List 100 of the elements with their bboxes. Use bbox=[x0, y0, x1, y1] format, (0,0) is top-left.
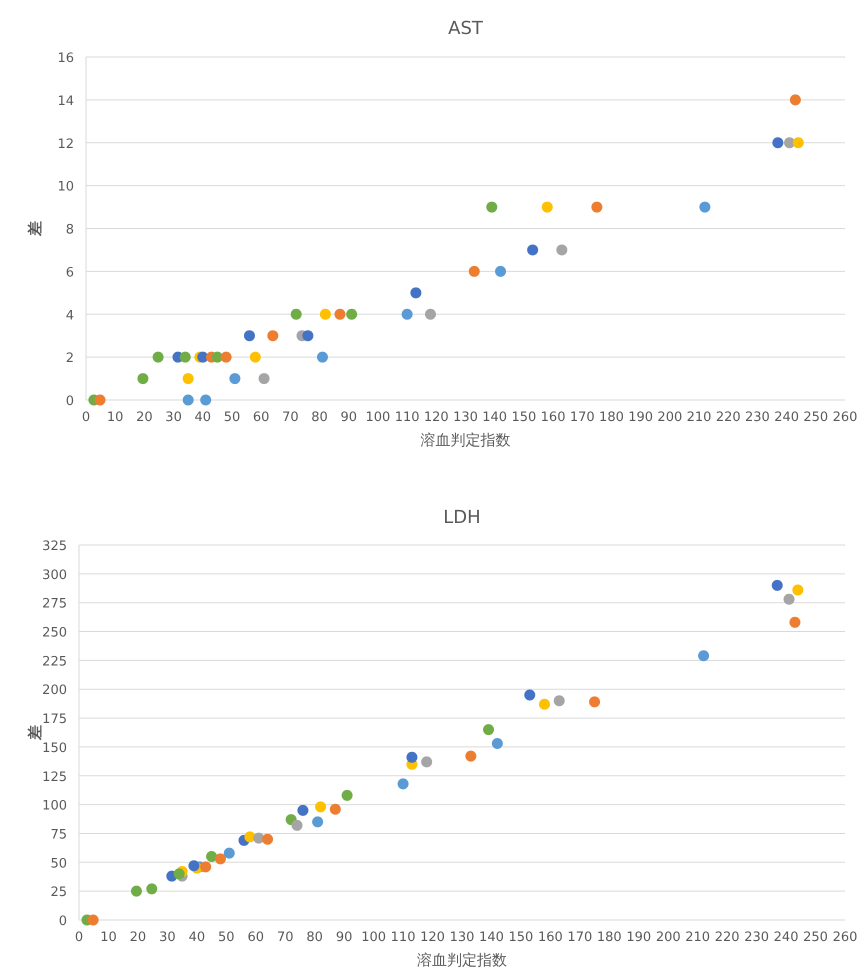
y-tick-label: 225 bbox=[42, 654, 67, 670]
x-tick-label: 230 bbox=[745, 410, 770, 425]
point bbox=[214, 853, 226, 864]
point bbox=[290, 308, 302, 320]
point bbox=[312, 816, 324, 828]
point bbox=[542, 202, 553, 213]
point bbox=[88, 914, 99, 926]
x-tick-label: 100 bbox=[361, 930, 386, 945]
x-tick-label: 50 bbox=[218, 930, 235, 945]
point bbox=[258, 373, 270, 384]
x-tick-label: 80 bbox=[311, 410, 328, 425]
x-tick-label: 260 bbox=[832, 930, 858, 945]
y-tick-label: 14 bbox=[57, 94, 74, 109]
x-axis-title: 溶血判定指数 bbox=[417, 951, 507, 969]
x-tick-label: 170 bbox=[567, 930, 592, 945]
x-tick-label: 40 bbox=[188, 930, 206, 945]
x-axis-title: 溶血判定指数 bbox=[420, 431, 510, 449]
y-tick-label: 6 bbox=[66, 265, 74, 280]
x-tick-label: 110 bbox=[390, 930, 416, 945]
point bbox=[200, 861, 212, 872]
point bbox=[421, 756, 432, 768]
point bbox=[94, 394, 106, 406]
point bbox=[297, 804, 308, 816]
x-tick-label: 90 bbox=[340, 410, 358, 425]
x-tick-label: 250 bbox=[803, 930, 828, 945]
point bbox=[182, 394, 194, 406]
y-tick-label: 75 bbox=[50, 827, 67, 842]
point bbox=[220, 352, 232, 363]
point bbox=[346, 308, 358, 320]
point bbox=[292, 820, 303, 831]
y-tick-label: 275 bbox=[42, 596, 67, 612]
point bbox=[188, 860, 200, 872]
x-tick-label: 200 bbox=[656, 930, 681, 945]
point bbox=[152, 352, 164, 363]
y-tick-label: 150 bbox=[42, 740, 67, 756]
y-tick-label: 200 bbox=[42, 683, 67, 698]
y-tick-label: 12 bbox=[57, 136, 74, 152]
point bbox=[250, 352, 261, 363]
point bbox=[406, 752, 418, 763]
y-tick-label: 0 bbox=[66, 394, 74, 409]
x-tick-label: 100 bbox=[366, 410, 390, 425]
x-tick-label: 180 bbox=[599, 410, 624, 425]
x-tick-label: 250 bbox=[803, 410, 828, 425]
point bbox=[334, 308, 346, 320]
y-axis-title: 差 bbox=[26, 221, 44, 237]
y-tick-label: 125 bbox=[42, 770, 67, 785]
x-tick-label: 140 bbox=[479, 930, 504, 945]
x-tick-label: 60 bbox=[247, 930, 264, 945]
point bbox=[253, 832, 264, 844]
point bbox=[465, 750, 476, 762]
x-tick-label: 190 bbox=[628, 410, 654, 425]
y-tick-label: 250 bbox=[42, 626, 67, 641]
x-tick-label: 150 bbox=[511, 410, 536, 425]
point bbox=[789, 616, 800, 628]
x-tick-label: 210 bbox=[686, 410, 712, 425]
y-tick-label: 325 bbox=[42, 539, 67, 554]
x-tick-label: 120 bbox=[424, 410, 449, 425]
x-tick-label: 10 bbox=[100, 930, 117, 945]
x-tick-label: 140 bbox=[482, 410, 508, 425]
point bbox=[398, 778, 409, 790]
x-tick-label: 50 bbox=[224, 410, 240, 425]
point bbox=[486, 202, 498, 213]
point bbox=[468, 266, 480, 277]
point bbox=[790, 94, 801, 106]
point bbox=[495, 266, 506, 277]
point bbox=[538, 698, 550, 710]
x-tick-label: 80 bbox=[306, 930, 323, 945]
point bbox=[315, 801, 326, 812]
x-tick-label: 30 bbox=[159, 930, 176, 945]
point bbox=[320, 308, 331, 320]
y-tick-label: 10 bbox=[57, 180, 74, 195]
point bbox=[554, 695, 565, 706]
x-tick-label: 190 bbox=[626, 930, 652, 945]
point bbox=[180, 352, 191, 363]
x-tick-label: 220 bbox=[716, 410, 741, 425]
point bbox=[206, 851, 218, 862]
point bbox=[591, 202, 602, 213]
point bbox=[589, 696, 600, 708]
point bbox=[483, 724, 494, 736]
point bbox=[699, 202, 710, 213]
x-tick-label: 70 bbox=[276, 930, 294, 945]
chart-title: AST bbox=[448, 18, 484, 39]
x-tick-label: 170 bbox=[570, 410, 595, 425]
chart-title: LDH bbox=[443, 507, 481, 528]
y-tick-label: 300 bbox=[42, 568, 67, 583]
y-tick-label: 16 bbox=[57, 51, 74, 66]
y-tick-label: 8 bbox=[66, 222, 74, 238]
x-tick-label: 40 bbox=[194, 410, 212, 425]
x-tick-label: 90 bbox=[336, 930, 352, 945]
point bbox=[792, 584, 804, 596]
point bbox=[137, 373, 148, 384]
point bbox=[402, 308, 413, 320]
x-tick-label: 60 bbox=[252, 410, 270, 425]
x-tick-label: 230 bbox=[744, 930, 770, 945]
point bbox=[316, 352, 328, 363]
point bbox=[772, 137, 784, 148]
point bbox=[224, 848, 235, 859]
x-tick-label: 0 bbox=[82, 410, 90, 425]
point bbox=[527, 244, 538, 256]
x-tick-label: 220 bbox=[714, 930, 740, 945]
